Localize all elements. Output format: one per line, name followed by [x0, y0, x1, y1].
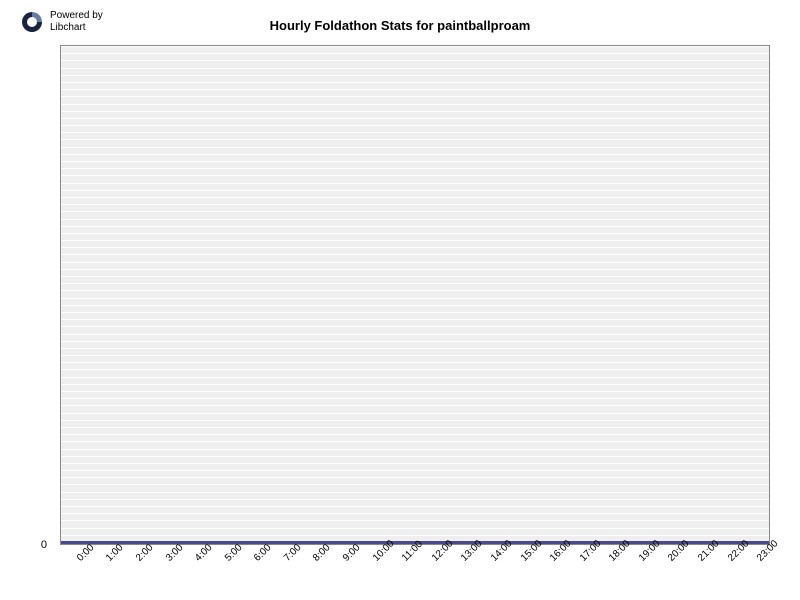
chart-container: [60, 45, 770, 545]
gridline: [61, 334, 769, 335]
gridline: [61, 60, 769, 61]
gridline: [61, 53, 769, 54]
gridline: [61, 254, 769, 255]
gridline: [61, 470, 769, 471]
gridline: [61, 384, 769, 385]
gridline: [61, 204, 769, 205]
gridline: [61, 377, 769, 378]
gridline: [61, 226, 769, 227]
gridline: [61, 290, 769, 291]
gridline: [61, 398, 769, 399]
gridline: [61, 132, 769, 133]
gridline: [61, 104, 769, 105]
chart-title: Hourly Foldathon Stats for paintballproa…: [270, 18, 531, 33]
y-axis: 0: [0, 45, 55, 545]
gridline: [61, 405, 769, 406]
gridline: [61, 449, 769, 450]
x-tick-label: 1:00: [104, 542, 126, 564]
x-tick-label: 4:00: [193, 542, 215, 564]
gridline: [61, 319, 769, 320]
gridline: [61, 89, 769, 90]
x-tick-label: 3:00: [164, 542, 186, 564]
gridline: [61, 139, 769, 140]
x-tick-label: 9:00: [341, 542, 363, 564]
gridline: [61, 492, 769, 493]
gridline: [61, 477, 769, 478]
gridline: [61, 456, 769, 457]
gridline: [61, 441, 769, 442]
x-tick-label: 7:00: [282, 542, 304, 564]
gridline: [61, 96, 769, 97]
gridlines: [61, 46, 769, 544]
x-tick-label: 2:00: [134, 542, 156, 564]
libchart-logo-icon: [20, 10, 44, 34]
gridline: [61, 326, 769, 327]
y-tick-label: 0: [41, 539, 47, 551]
gridline: [61, 46, 769, 47]
gridline: [61, 420, 769, 421]
gridline: [61, 68, 769, 69]
gridline: [61, 528, 769, 529]
gridline: [61, 520, 769, 521]
powered-by-label: Powered by: [50, 10, 103, 22]
gridline: [61, 75, 769, 76]
gridline: [61, 463, 769, 464]
gridline: [61, 355, 769, 356]
gridline: [61, 247, 769, 248]
gridline: [61, 111, 769, 112]
gridline: [61, 219, 769, 220]
gridline: [61, 362, 769, 363]
gridline: [61, 190, 769, 191]
logo-area: Powered by Libchart: [20, 10, 103, 34]
gridline: [61, 484, 769, 485]
gridline: [61, 499, 769, 500]
libchart-label: Libchart: [50, 22, 103, 34]
gridline: [61, 391, 769, 392]
gridline: [61, 513, 769, 514]
gridline: [61, 341, 769, 342]
gridline: [61, 233, 769, 234]
gridline: [61, 348, 769, 349]
gridline: [61, 211, 769, 212]
gridline: [61, 262, 769, 263]
gridline: [61, 82, 769, 83]
plot-area: [60, 45, 770, 545]
gridline: [61, 161, 769, 162]
gridline: [61, 283, 769, 284]
gridline: [61, 269, 769, 270]
gridline: [61, 427, 769, 428]
gridline: [61, 413, 769, 414]
x-tick-label: 5:00: [223, 542, 245, 564]
x-labels: 0:001:002:003:004:005:006:007:008:009:00…: [60, 550, 770, 600]
x-tick-label: 6:00: [252, 542, 274, 564]
gridline: [61, 154, 769, 155]
gridline: [61, 535, 769, 536]
gridline: [61, 168, 769, 169]
gridline: [61, 506, 769, 507]
gridline: [61, 369, 769, 370]
x-tick-label: 0:00: [75, 542, 97, 564]
gridline: [61, 175, 769, 176]
gridline: [61, 147, 769, 148]
gridline: [61, 197, 769, 198]
gridline: [61, 125, 769, 126]
gridline: [61, 312, 769, 313]
x-tick-label: 8:00: [311, 542, 333, 564]
x-axis: 0:001:002:003:004:005:006:007:008:009:00…: [60, 550, 770, 600]
logo-text: Powered by Libchart: [50, 10, 103, 34]
gridline: [61, 183, 769, 184]
gridline: [61, 276, 769, 277]
gridline: [61, 118, 769, 119]
gridline: [61, 434, 769, 435]
gridline: [61, 298, 769, 299]
gridline: [61, 240, 769, 241]
gridline: [61, 305, 769, 306]
